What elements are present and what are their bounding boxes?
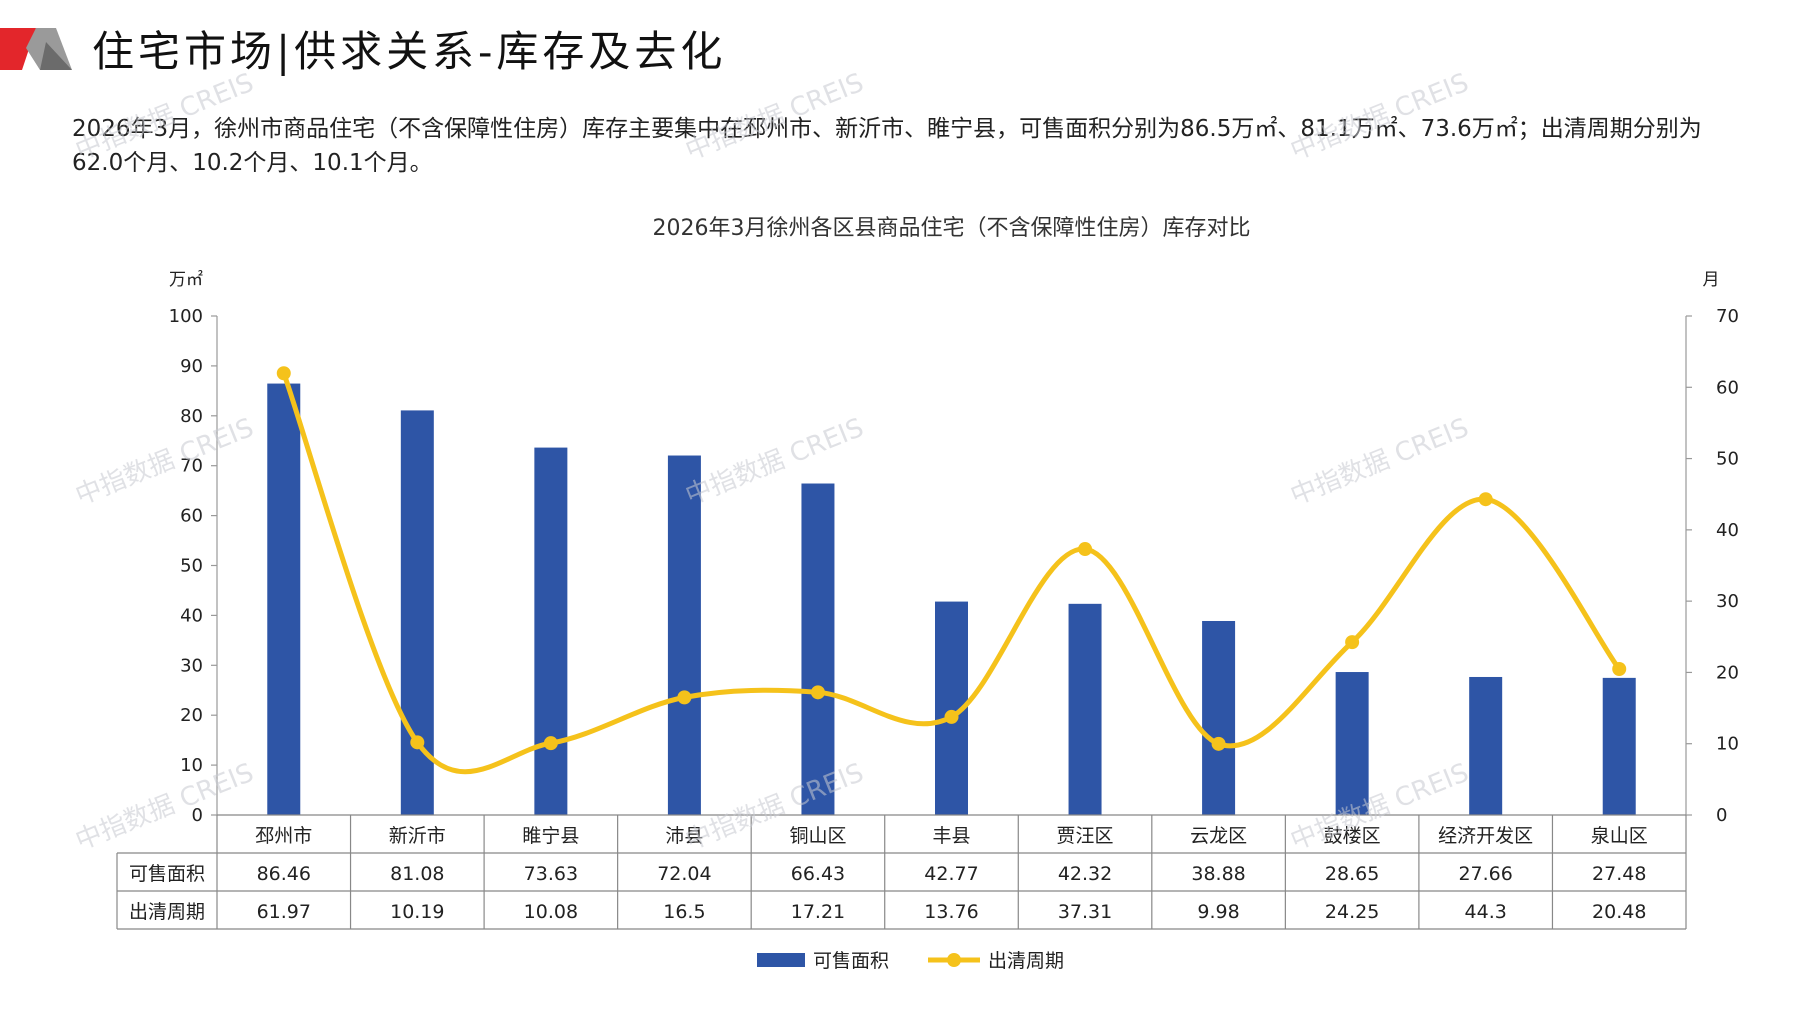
watermark-3: 中指数据 CREIS (1286, 68, 1473, 167)
line-point-5 (810, 685, 825, 700)
category-label-5: 铜山区 (789, 825, 846, 847)
watermark-5: 中指数据 CREIS (681, 413, 868, 512)
category-label-9: 鼓楼区 (1324, 825, 1381, 847)
line-value-label-7: 37.31 (1058, 901, 1112, 923)
watermark-6: 中指数据 CREIS (1286, 413, 1473, 512)
y-left-tick-label: 50 (180, 556, 203, 577)
y-right-tick-label: 50 (1716, 449, 1739, 470)
bar-value-label-5: 66.43 (791, 863, 845, 885)
watermark-7: 中指数据 CREIS (71, 758, 258, 857)
category-label-7: 贾汪区 (1057, 825, 1114, 847)
y-left-tick-label: 90 (180, 356, 203, 377)
y-right-tick-label: 40 (1716, 520, 1739, 541)
category-label-8: 云龙区 (1190, 825, 1247, 847)
legend-label-line: 出清周期 (988, 950, 1064, 972)
y-left-tick-label: 100 (169, 306, 203, 327)
bar-value-label-8: 38.88 (1191, 863, 1245, 885)
category-label-1: 邳州市 (255, 825, 312, 847)
line-point-1 (276, 366, 291, 381)
bar-3 (534, 447, 568, 815)
legend-label-bar: 可售面积 (813, 950, 889, 972)
line-value-label-1: 61.97 (257, 901, 311, 923)
legend-swatch-bar (757, 953, 805, 967)
watermark-4: 中指数据 CREIS (71, 413, 258, 512)
line-value-label-6: 13.76 (924, 901, 978, 923)
line-value-label-8: 9.98 (1197, 901, 1239, 923)
line-point-9 (1345, 635, 1360, 650)
category-label-11: 泉山区 (1591, 825, 1648, 847)
bar-value-label-11: 27.48 (1592, 863, 1646, 885)
bar-value-label-7: 42.32 (1058, 863, 1112, 885)
category-label-4: 沛县 (665, 825, 703, 847)
bar-4 (667, 455, 701, 815)
summary-text: 2026年3月，徐州市商品住宅（不含保障性住房）库存主要集中在邳州市、新沂市、睢… (72, 116, 1702, 176)
line-value-label-9: 24.25 (1325, 901, 1379, 923)
line-point-3 (543, 736, 558, 751)
line-value-label-10: 44.3 (1465, 901, 1507, 923)
y-right-unit: 月 (1703, 270, 1720, 290)
page-title: 住宅市场|供求关系-库存及去化 (92, 27, 727, 76)
bar-7 (1068, 603, 1102, 815)
y-left-tick-label: 60 (180, 506, 203, 527)
y-left-tick-label: 10 (180, 755, 203, 776)
category-label-2: 新沂市 (389, 825, 446, 847)
bar-8 (1202, 620, 1236, 815)
y-right-tick-label: 20 (1716, 662, 1739, 683)
legend-swatch-marker (947, 953, 961, 967)
line-point-2 (410, 735, 425, 750)
y-left-tick-label: 20 (180, 705, 203, 726)
category-label-6: 丰县 (932, 825, 970, 847)
y-right-tick-label: 10 (1716, 734, 1739, 755)
y-left-tick-label: 0 (192, 805, 203, 826)
table-row-header-period: 出清周期 (129, 901, 205, 923)
bar-value-label-6: 42.77 (924, 863, 978, 885)
y-right-tick-label: 60 (1716, 377, 1739, 398)
line-value-label-4: 16.5 (663, 901, 705, 923)
line-point-10 (1478, 492, 1493, 507)
header-decoration (0, 28, 72, 70)
y-left-tick-label: 40 (180, 605, 203, 626)
category-label-10: 经济开发区 (1438, 825, 1533, 847)
line-point-8 (1211, 736, 1226, 751)
bar-1 (267, 383, 301, 815)
line-value-label-3: 10.08 (524, 901, 578, 923)
line-point-11 (1612, 662, 1627, 677)
bar-10 (1469, 676, 1503, 815)
bar-value-label-10: 27.66 (1458, 863, 1512, 885)
bar-value-label-2: 81.08 (390, 863, 444, 885)
y-left-tick-label: 70 (180, 456, 203, 477)
y-left-unit: 万㎡ (169, 270, 203, 290)
line-series (281, 372, 1622, 775)
bar-11 (1602, 677, 1636, 815)
header-dark-mark (40, 42, 72, 70)
y-left-tick-label: 30 (180, 655, 203, 676)
bar-5 (801, 483, 835, 815)
chart-title: 2026年3月徐州各区县商品住宅（不含保障性住房）库存对比 (653, 216, 1251, 241)
line-point-7 (1078, 542, 1093, 557)
header-red-mark (0, 28, 36, 70)
y-left-tick-label: 80 (180, 406, 203, 427)
bar-value-label-1: 86.46 (257, 863, 311, 885)
line-value-label-2: 10.19 (390, 901, 444, 923)
line-point-6 (944, 709, 959, 724)
watermark-2: 中指数据 CREIS (681, 68, 868, 167)
bar-value-label-3: 73.63 (524, 863, 578, 885)
line-value-label-11: 20.48 (1592, 901, 1646, 923)
category-label-3: 睢宁县 (522, 825, 579, 847)
y-right-tick-label: 70 (1716, 306, 1739, 327)
bar-value-label-9: 28.65 (1325, 863, 1379, 885)
bar-9 (1335, 672, 1369, 815)
bar-value-label-4: 72.04 (657, 863, 711, 885)
table-row-header-area: 可售面积 (129, 863, 205, 885)
line-point-4 (677, 690, 692, 705)
y-right-tick-label: 30 (1716, 591, 1739, 612)
line-value-label-5: 17.21 (791, 901, 845, 923)
watermark-1: 中指数据 CREIS (71, 68, 258, 167)
y-right-tick-label: 0 (1716, 805, 1727, 826)
